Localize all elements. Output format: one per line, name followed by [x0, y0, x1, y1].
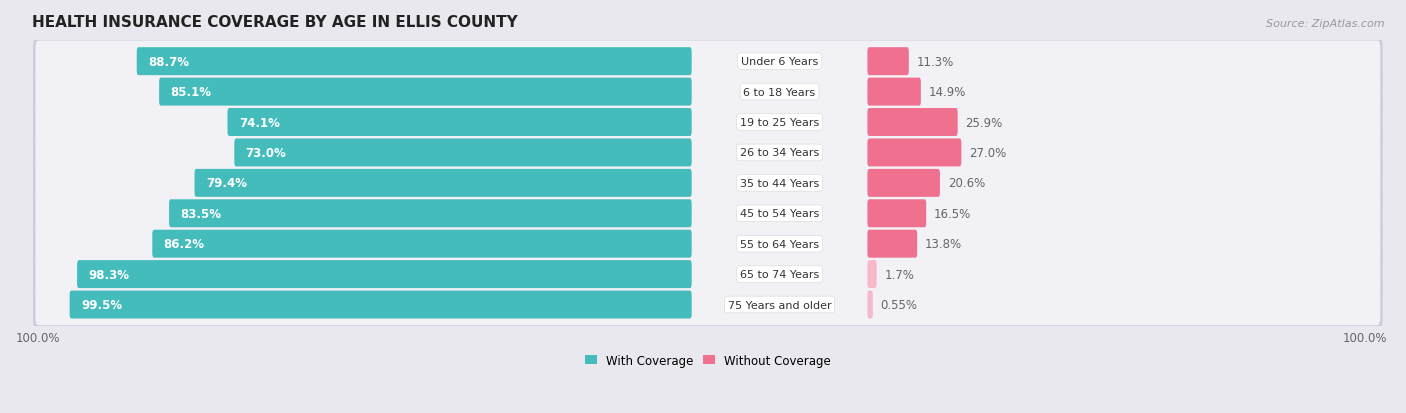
FancyBboxPatch shape — [35, 133, 1381, 174]
Text: 6 to 18 Years: 6 to 18 Years — [744, 88, 815, 97]
Text: 14.9%: 14.9% — [928, 86, 966, 99]
Text: 45 to 54 Years: 45 to 54 Years — [740, 209, 820, 219]
Text: 13.8%: 13.8% — [925, 237, 962, 251]
Text: 85.1%: 85.1% — [170, 86, 211, 99]
FancyBboxPatch shape — [32, 100, 1382, 146]
Text: 86.2%: 86.2% — [163, 237, 205, 251]
FancyBboxPatch shape — [35, 102, 1381, 143]
Text: 75 Years and older: 75 Years and older — [728, 300, 831, 310]
Text: 11.3%: 11.3% — [917, 55, 953, 69]
Text: 74.1%: 74.1% — [239, 116, 280, 129]
FancyBboxPatch shape — [35, 223, 1381, 265]
Text: 73.0%: 73.0% — [246, 147, 287, 159]
FancyBboxPatch shape — [32, 69, 1382, 116]
FancyBboxPatch shape — [868, 109, 957, 137]
FancyBboxPatch shape — [35, 163, 1381, 204]
FancyBboxPatch shape — [194, 169, 692, 197]
FancyBboxPatch shape — [35, 254, 1381, 295]
Text: 55 to 64 Years: 55 to 64 Years — [740, 239, 820, 249]
Text: 99.5%: 99.5% — [82, 298, 122, 311]
FancyBboxPatch shape — [32, 39, 1382, 85]
Text: 35 to 44 Years: 35 to 44 Years — [740, 178, 820, 188]
FancyBboxPatch shape — [35, 193, 1381, 235]
FancyBboxPatch shape — [235, 139, 692, 167]
Text: 88.7%: 88.7% — [148, 55, 188, 69]
FancyBboxPatch shape — [32, 251, 1382, 298]
Text: 27.0%: 27.0% — [969, 147, 1007, 159]
Text: 19 to 25 Years: 19 to 25 Years — [740, 118, 820, 128]
FancyBboxPatch shape — [136, 48, 692, 76]
Text: HEALTH INSURANCE COVERAGE BY AGE IN ELLIS COUNTY: HEALTH INSURANCE COVERAGE BY AGE IN ELLI… — [32, 15, 519, 30]
Text: Under 6 Years: Under 6 Years — [741, 57, 818, 67]
FancyBboxPatch shape — [868, 139, 962, 167]
FancyBboxPatch shape — [32, 160, 1382, 207]
Text: 65 to 74 Years: 65 to 74 Years — [740, 269, 820, 280]
FancyBboxPatch shape — [32, 281, 1382, 328]
Text: 26 to 34 Years: 26 to 34 Years — [740, 148, 820, 158]
FancyBboxPatch shape — [868, 230, 917, 258]
Legend: With Coverage, Without Coverage: With Coverage, Without Coverage — [581, 349, 835, 371]
Text: 25.9%: 25.9% — [966, 116, 1002, 129]
FancyBboxPatch shape — [868, 78, 921, 106]
Text: 79.4%: 79.4% — [205, 177, 247, 190]
FancyBboxPatch shape — [35, 284, 1381, 325]
FancyBboxPatch shape — [32, 130, 1382, 176]
FancyBboxPatch shape — [868, 169, 941, 197]
FancyBboxPatch shape — [35, 41, 1381, 83]
FancyBboxPatch shape — [868, 291, 873, 319]
Text: 20.6%: 20.6% — [948, 177, 986, 190]
Text: 0.55%: 0.55% — [880, 298, 918, 311]
Text: 16.5%: 16.5% — [934, 207, 972, 220]
FancyBboxPatch shape — [70, 291, 692, 319]
Text: 83.5%: 83.5% — [180, 207, 221, 220]
FancyBboxPatch shape — [152, 230, 692, 258]
FancyBboxPatch shape — [169, 200, 692, 228]
Text: 98.3%: 98.3% — [89, 268, 129, 281]
FancyBboxPatch shape — [868, 261, 877, 288]
FancyBboxPatch shape — [228, 109, 692, 137]
FancyBboxPatch shape — [77, 261, 692, 288]
FancyBboxPatch shape — [868, 48, 908, 76]
Text: 1.7%: 1.7% — [884, 268, 914, 281]
FancyBboxPatch shape — [32, 221, 1382, 268]
FancyBboxPatch shape — [35, 72, 1381, 113]
FancyBboxPatch shape — [868, 200, 927, 228]
FancyBboxPatch shape — [159, 78, 692, 106]
Text: Source: ZipAtlas.com: Source: ZipAtlas.com — [1267, 19, 1385, 28]
FancyBboxPatch shape — [32, 190, 1382, 237]
